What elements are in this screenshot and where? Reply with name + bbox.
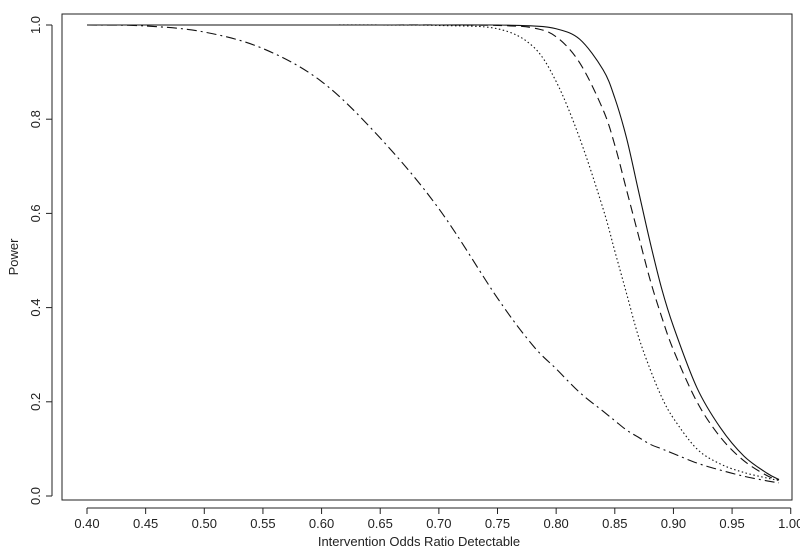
x-axis-title: Intervention Odds Ratio Detectable <box>318 534 520 549</box>
y-tick-label: 0.4 <box>28 299 43 317</box>
plot-frame <box>61 13 793 501</box>
y-tick-label: 1.0 <box>28 16 43 34</box>
x-tick-label: 0.65 <box>368 516 393 531</box>
series-line-dashdot <box>86 24 780 484</box>
x-tick-label: 0.95 <box>719 516 744 531</box>
y-tick-label: 0.2 <box>28 393 43 411</box>
x-tick-label: 0.50 <box>192 516 217 531</box>
x-tick-label: 0.80 <box>543 516 568 531</box>
x-tick-label: 0.90 <box>661 516 686 531</box>
x-tick-label: 0.60 <box>309 516 334 531</box>
x-axis: 0.40 0.45 0.50 0.55 0.60 0.65 0.70 0.75 0.80 0.85… <box>74 507 800 531</box>
series-line-dashed <box>87 24 780 481</box>
x-tick-label: 0.70 <box>426 516 451 531</box>
y-axis-title: Power <box>6 238 21 276</box>
x-tick-label: 0.75 <box>485 516 510 531</box>
series-layer <box>86 24 780 484</box>
x-tick-label: 0.55 <box>250 516 275 531</box>
x-tick-label: 0.40 <box>74 516 99 531</box>
x-tick-label: 0.85 <box>602 516 627 531</box>
x-tick-label: 1.00 <box>778 516 800 531</box>
x-tick-label: 0.45 <box>133 516 158 531</box>
series-line-solid <box>87 24 780 481</box>
y-tick-label: 0.8 <box>28 110 43 128</box>
y-tick-label: 0.6 <box>28 204 43 222</box>
y-axis: 0.0 0.2 0.4 0.6 0.8 1.0 <box>28 16 53 505</box>
series-line-dotted <box>87 24 780 481</box>
y-tick-label: 0.0 <box>28 487 43 505</box>
